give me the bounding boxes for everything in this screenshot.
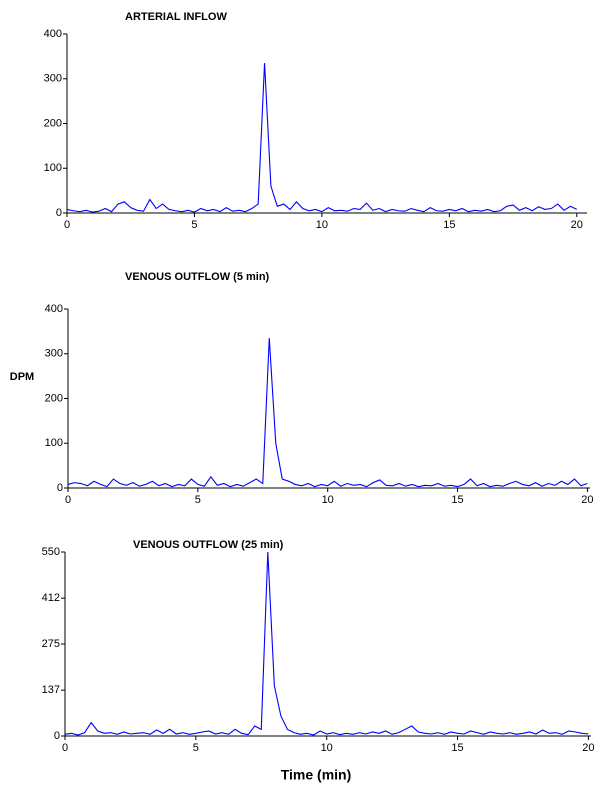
- x-tick-label: 20: [581, 494, 593, 506]
- chart-title: VENOUS OUTFLOW (25 min): [133, 539, 284, 551]
- x-axis-label: Time (min): [281, 767, 352, 783]
- y-tick-label: 0: [56, 207, 62, 219]
- y-tick-label: 100: [45, 437, 63, 449]
- x-tick-label: 15: [443, 219, 455, 231]
- y-tick-label: 400: [44, 28, 62, 40]
- x-tick-label: 5: [195, 494, 201, 506]
- data-line: [64, 551, 589, 736]
- x-tick-label: 0: [65, 494, 71, 506]
- x-tick-label: 5: [191, 219, 197, 231]
- x-tick-label: 20: [582, 742, 594, 754]
- y-tick-label: 400: [45, 303, 63, 315]
- y-tick-label: 200: [44, 117, 62, 129]
- y-tick-label: 300: [45, 348, 63, 360]
- x-tick-label: 15: [451, 494, 463, 506]
- y-tick-label: 300: [44, 73, 62, 85]
- x-tick-label: 15: [451, 742, 463, 754]
- y-tick-label: 200: [45, 392, 63, 404]
- x-tick-label: 0: [62, 742, 68, 754]
- y-axis-label: DPM: [10, 371, 34, 383]
- y-tick-label: 0: [54, 730, 60, 742]
- x-tick-label: 10: [316, 219, 328, 231]
- y-tick-label: 412: [42, 592, 60, 604]
- y-tick-label: 275: [42, 638, 60, 650]
- y-tick-label: 100: [44, 162, 62, 174]
- x-tick-label: 10: [321, 742, 333, 754]
- x-tick-label: 0: [64, 219, 70, 231]
- data-line: [66, 63, 578, 213]
- chart-title: ARTERIAL INFLOW: [125, 11, 227, 23]
- y-tick-label: 137: [42, 684, 60, 696]
- x-tick-label: 10: [322, 494, 334, 506]
- y-tick-label: 550: [42, 546, 60, 558]
- x-tick-label: 20: [571, 219, 583, 231]
- x-tick-label: 5: [193, 742, 199, 754]
- data-line: [67, 338, 588, 488]
- chart-title: VENOUS OUTFLOW (5 min): [125, 271, 270, 283]
- y-tick-label: 0: [57, 482, 63, 494]
